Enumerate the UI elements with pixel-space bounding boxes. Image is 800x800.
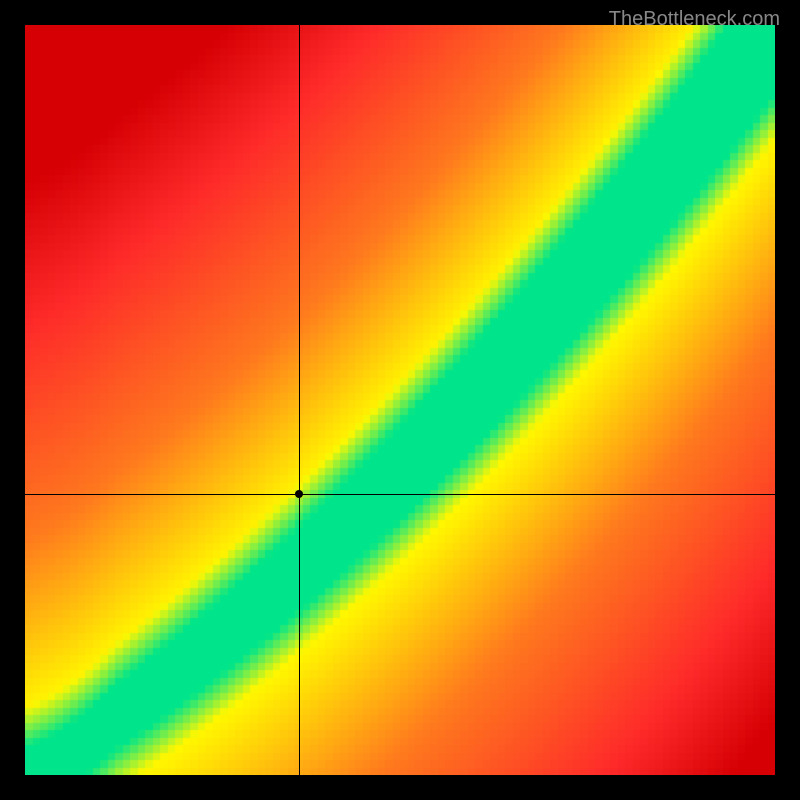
crosshair-marker: [295, 490, 303, 498]
crosshair-horizontal: [25, 494, 775, 495]
bottleneck-heatmap: [25, 25, 775, 775]
chart-container: TheBottleneck.com: [0, 0, 800, 800]
crosshair-vertical: [299, 25, 300, 775]
watermark-text: TheBottleneck.com: [609, 8, 780, 31]
